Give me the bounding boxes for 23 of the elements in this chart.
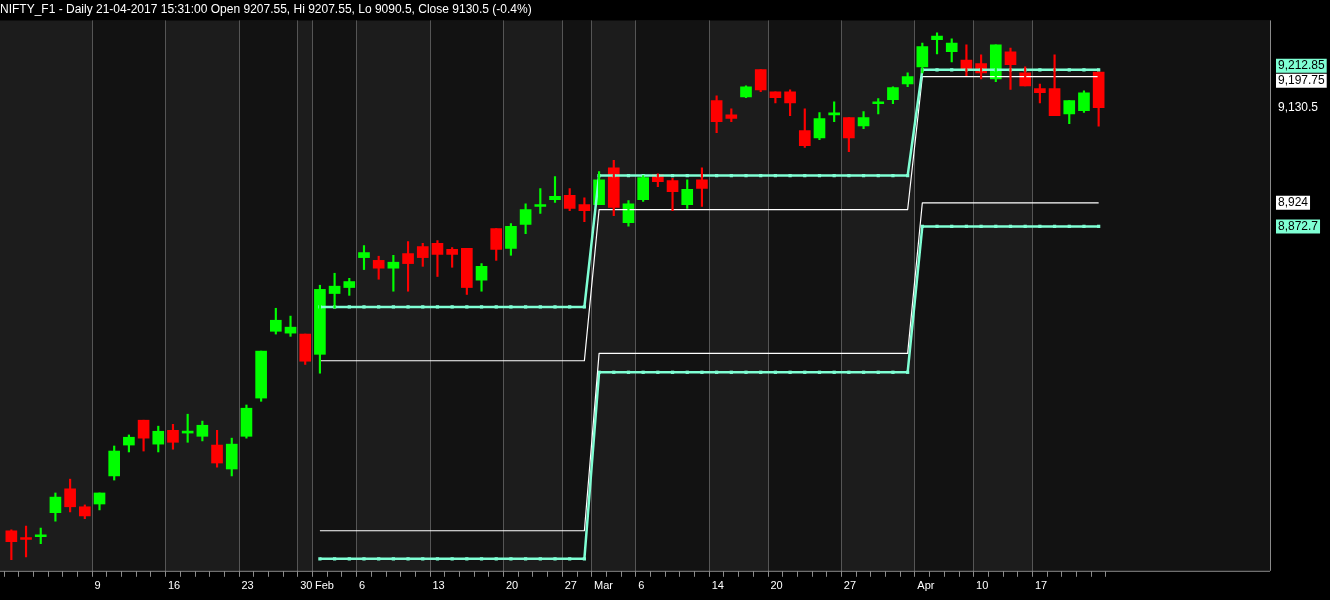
- chart-title: NIFTY_F1 - Daily 21-04-2017 15:31:00 Open 9207.55, Hi 9207.55, Lo 9090.5, Close 9130.5 (-0.4%): [0, 1, 532, 16]
- x-tick-label: 27: [843, 579, 857, 592]
- x-tick-label: 23: [241, 579, 254, 592]
- y-tick-label: 8,872.7: [1278, 218, 1319, 233]
- x-tick-label: 10: [976, 579, 989, 592]
- y-tick-label: 8,924: [1278, 195, 1309, 210]
- x-tick-label: 16: [167, 579, 181, 592]
- x-tick-label: 9: [94, 579, 101, 592]
- x-tick-label: 27: [564, 579, 577, 592]
- x-tick-label: 30: [300, 579, 313, 592]
- x-tick-label: Mar: [594, 579, 614, 592]
- y-tick-label: 9,212.85: [1278, 58, 1326, 73]
- x-tick-label: Apr: [917, 579, 935, 592]
- x-tick-label: 6: [638, 579, 645, 592]
- x-tick-label: 17: [1034, 579, 1048, 592]
- x-tick-label: 13: [432, 579, 445, 592]
- x-tick-label: 20: [770, 579, 783, 592]
- y-tick-label: 9,130.5: [1278, 99, 1319, 114]
- x-tick-label: Feb: [314, 579, 334, 592]
- x-tick-label: 14: [711, 579, 724, 592]
- x-tick-label: 6: [358, 579, 366, 592]
- x-tick-label: 20: [505, 579, 519, 592]
- y-tick-label: 9,197.75: [1278, 73, 1326, 88]
